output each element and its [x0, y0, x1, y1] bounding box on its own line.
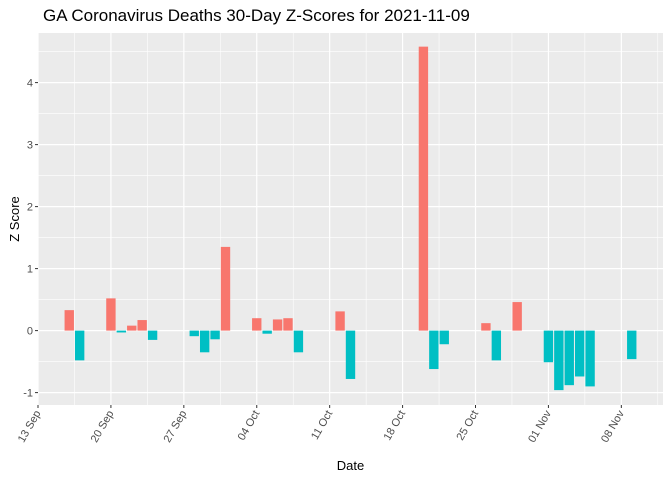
bar-2021-11-04: [574, 330, 585, 377]
x-tick-label: 20 Sep: [89, 409, 117, 445]
x-tick-label: 25 Oct: [455, 409, 482, 443]
bar-2021-10-08: [293, 330, 304, 353]
bar-2021-10-26: [481, 323, 491, 331]
x-tick-label: 04 Oct: [236, 409, 263, 443]
y-tick-label: 4: [27, 78, 33, 90]
bar-2021-09-17: [74, 330, 85, 361]
bar-2021-11-05: [585, 330, 595, 387]
x-tick-label: 18 Oct: [382, 409, 409, 443]
bar-2021-10-20: [418, 46, 429, 331]
bar-2021-10-07: [283, 318, 293, 331]
bar-2021-11-01: [543, 330, 554, 363]
x-tick-label: 13 Sep: [16, 409, 44, 445]
bar-2021-11-03: [564, 330, 574, 386]
y-axis: -1 0 1 2 3 4: [23, 78, 38, 400]
y-tick-label: 1: [27, 264, 33, 276]
bar-2021-10-06: [272, 319, 283, 331]
bar-2021-11-09: [627, 330, 637, 360]
bar-2021-09-16: [64, 310, 74, 331]
x-tick-label: 27 Sep: [162, 409, 190, 445]
grid-minor: [38, 33, 663, 405]
bar-2021-10-22: [439, 330, 449, 345]
bar-2021-09-23: [137, 320, 147, 331]
bar-2021-10-01: [220, 246, 231, 331]
bar-2021-11-02: [554, 330, 564, 391]
chart-title: GA Coronavirus Deaths 30-Day Z-Scores fo…: [43, 6, 470, 25]
bar-2021-10-12: [335, 311, 345, 331]
y-axis-title: Z Score: [7, 196, 22, 242]
bar-2021-09-29: [199, 330, 210, 353]
bar-2021-09-22: [127, 325, 137, 331]
bar-2021-10-29: [512, 302, 522, 331]
bar-2021-09-28: [189, 330, 199, 337]
x-axis-title: Date: [337, 458, 364, 473]
bar-2021-10-04: [252, 318, 262, 331]
x-tick-label: 08 Nov: [599, 408, 627, 445]
y-tick-label: 2: [27, 202, 33, 214]
x-axis: 13 Sep 20 Sep 27 Sep 04 Oct 11 Oct 18 Oct 25 O…: [16, 405, 627, 445]
bar-2021-10-13: [345, 330, 356, 379]
y-tick-label: 3: [27, 140, 33, 152]
bar-2021-09-24: [147, 330, 158, 340]
x-tick-label: 11 Oct: [309, 409, 335, 442]
bar-2021-10-05: [262, 330, 272, 334]
bars: [64, 46, 637, 391]
bar-2021-10-27: [491, 330, 502, 361]
bar-2021-09-30: [210, 330, 220, 340]
bar-2021-09-20: [106, 298, 116, 331]
y-tick-label: 0: [27, 326, 33, 338]
x-tick-label: 01 Nov: [526, 408, 554, 445]
bar-2021-09-21: [116, 330, 127, 333]
y-tick-label: -1: [23, 388, 33, 400]
bar-2021-10-21: [429, 330, 439, 370]
grid-major: [37, 33, 663, 405]
